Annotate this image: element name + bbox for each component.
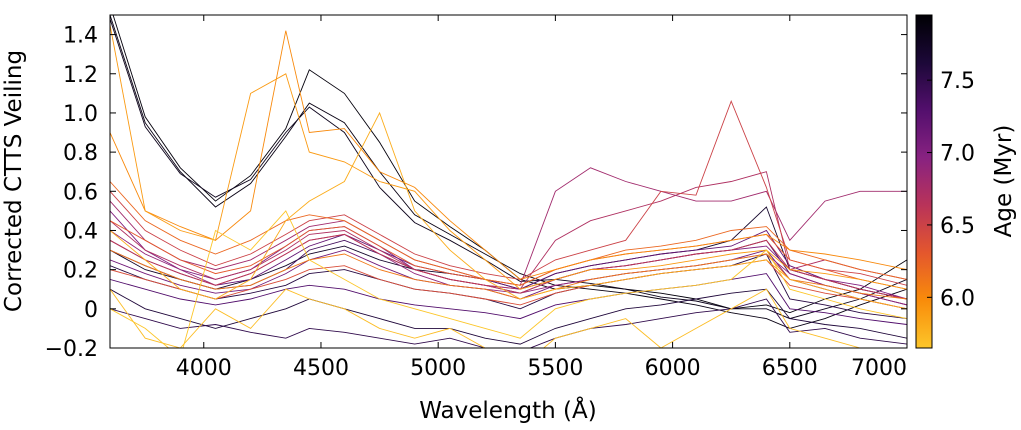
series-layer [110,15,907,348]
plot-frame [109,14,908,349]
y-tick-label: 0 [84,298,98,323]
colorbar-tick-label: 7.5 [940,69,975,94]
y-tick-label: 0.6 [63,180,98,205]
x-axis: 4000 4500 5000 5500 6000 6500 7000 [176,15,908,381]
series-line-1 [110,15,907,329]
series-line-23 [110,111,907,310]
x-tick-label: 6500 [762,356,818,381]
series-line-24 [110,288,863,348]
colorbar-label: Age (Myr) [991,125,1017,238]
x-axis-label: Wavelength (Å) [419,396,596,424]
colorbar-tick-label: 6.5 [940,214,975,239]
y-tick-label: 0.2 [63,259,98,284]
y-axis-label: Corrected CTTS Veiling [1,50,27,312]
x-tick-label: 4500 [293,356,349,381]
series-line-4 [110,288,907,345]
series-line-25 [110,210,907,348]
series-line-14 [110,171,907,290]
series-line-6 [110,298,907,348]
series-line-9 [110,229,907,300]
x-tick-label: 5500 [527,356,583,381]
x-tick-label: 6000 [645,356,701,381]
series-line-22 [110,24,907,290]
x-tick-label: 4000 [176,356,232,381]
series-line-17 [110,259,907,310]
y-tick-label: 1.4 [63,24,98,49]
colorbar-tick-label: 6.0 [940,286,975,311]
series-line-2 [110,18,907,320]
series-line-5 [110,253,907,320]
y-tick-label: 1.2 [63,63,98,88]
colorbar [915,14,933,349]
series-line-16 [110,99,907,286]
x-tick-label: 5000 [410,356,466,381]
y-tick-label: 1.0 [63,102,98,127]
x-tick-label: 7000 [851,356,907,381]
series-line-19 [110,181,907,286]
series-line-8 [110,273,907,325]
y-tick-label: 0.8 [63,141,98,166]
y-tick-label: 0.4 [63,219,98,244]
y-axis: −0.2 0 0.2 0.4 0.6 0.8 1.0 1.2 1.4 [45,24,907,362]
series-line-20 [110,249,907,300]
colorbar-ticks: 6.0 6.5 7.0 7.5 [927,69,975,311]
y-tick-label: −0.2 [45,337,98,362]
colorbar-tick-label: 7.0 [940,142,975,167]
series-line-21 [110,30,907,280]
